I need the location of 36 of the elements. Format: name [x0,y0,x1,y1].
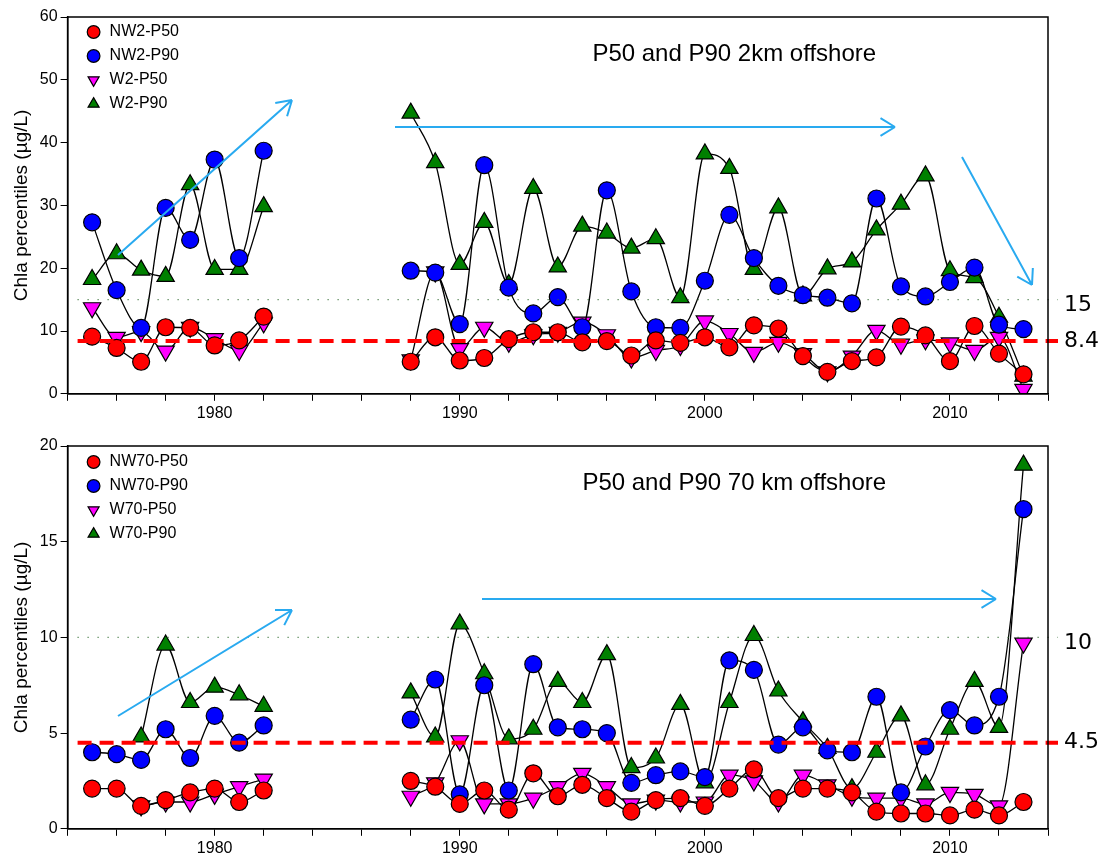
y-tick-label: 0 [48,819,58,837]
y-tick-label: 10 [39,321,58,339]
ref-line-label: 8.4 [1064,326,1099,352]
y-tick-label: 20 [39,436,58,454]
y-tick-label: 5 [48,723,58,741]
x-tick-label: 2000 [687,838,723,856]
x-tick-label: 1990 [441,403,478,421]
y-tick-label: 15 [39,532,58,550]
text: P50 and P90 70 km offshore [582,467,887,495]
y-tick-label: 60 [39,7,58,25]
legend-label: NW2-P90 [109,46,180,64]
y-tick-label: 10 [39,627,58,645]
legend-label: NW70-P90 [109,476,188,494]
text: P50 and P90 2km offshore [592,38,877,66]
ref-line-label: 4.5 [1064,728,1099,754]
x-tick-label: 2000 [687,403,723,421]
legend-label: W2-P50 [109,70,168,88]
x-tick-label: 1980 [196,403,233,421]
y-tick-label: 20 [39,258,58,276]
x-tick-label: 1980 [196,838,233,856]
y-tick-label: 0 [48,384,58,402]
y-axis-title: Chla percentiles (µg/L) [9,109,31,302]
ref-line-label: 15 [1064,291,1092,317]
y-tick-label: 40 [39,133,58,151]
legend-label: W2-P90 [109,94,168,112]
y-axis-title: Chla percentiles (µg/L) [9,541,31,734]
ref-line-label: 10 [1064,629,1092,655]
legend-label: NW2-P50 [109,22,180,40]
x-tick-label: 2010 [932,403,968,421]
x-tick-label: 2010 [932,838,968,856]
legend-label: W70-P50 [109,500,177,518]
legend-label: NW70-P50 [109,452,188,470]
x-tick-label: 1990 [441,838,478,856]
y-tick-label: 30 [39,195,58,213]
y-tick-label: 50 [39,70,58,88]
legend-label: W70-P90 [109,524,177,542]
